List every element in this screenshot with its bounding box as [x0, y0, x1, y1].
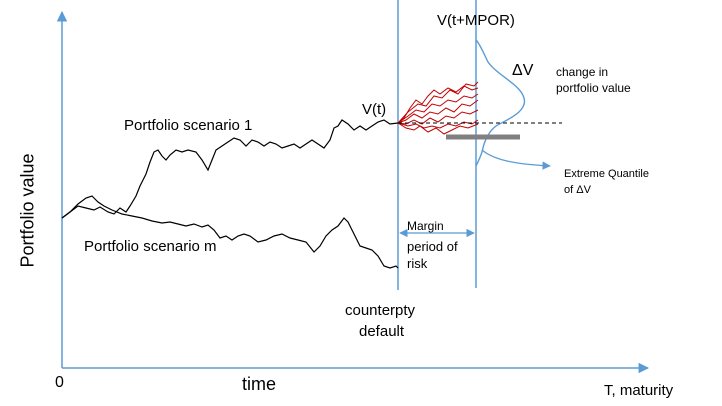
x-end-label: T, maturity — [604, 382, 674, 399]
scenario-1-label: Portfolio scenario 1 — [124, 117, 253, 134]
x-time-label: time — [242, 374, 277, 394]
simulated-path — [397, 85, 479, 124]
delta-v-label: ΔV — [512, 62, 534, 79]
vt-label: V(t) — [362, 101, 387, 118]
scenario-m-path — [61, 195, 399, 269]
quantile-label-line2: of ΔV — [564, 184, 591, 196]
scenario-m-label: Portfolio scenario m — [84, 238, 217, 255]
margin-label-line2: period of — [407, 239, 458, 254]
margin-label-line3: risk — [407, 256, 428, 271]
default-label-line1: counterpty — [345, 302, 416, 319]
scenario-1-path — [61, 119, 399, 219]
default-label-line2: default — [359, 323, 405, 340]
change-label-line2: portfolio value — [556, 81, 631, 95]
simulated-path — [397, 93, 479, 124]
simulated-path — [397, 81, 479, 124]
distribution-curve — [475, 39, 526, 167]
simulated-path — [397, 99, 479, 124]
quantile-label-line1: Extreme Quantile — [564, 168, 649, 180]
simulated-path — [397, 122, 479, 135]
quantile-arrow — [481, 149, 551, 170]
y-axis-label: Portfolio value — [17, 153, 38, 268]
simulated-paths — [397, 81, 479, 135]
simulated-path — [397, 119, 479, 129]
simulated-path — [397, 109, 479, 125]
x-origin-label: 0 — [55, 374, 64, 391]
margin-label-line1: Margin — [407, 219, 444, 233]
vt-mpor-label: V(t+MPOR) — [437, 12, 515, 29]
change-label-line1: change in — [556, 65, 609, 79]
